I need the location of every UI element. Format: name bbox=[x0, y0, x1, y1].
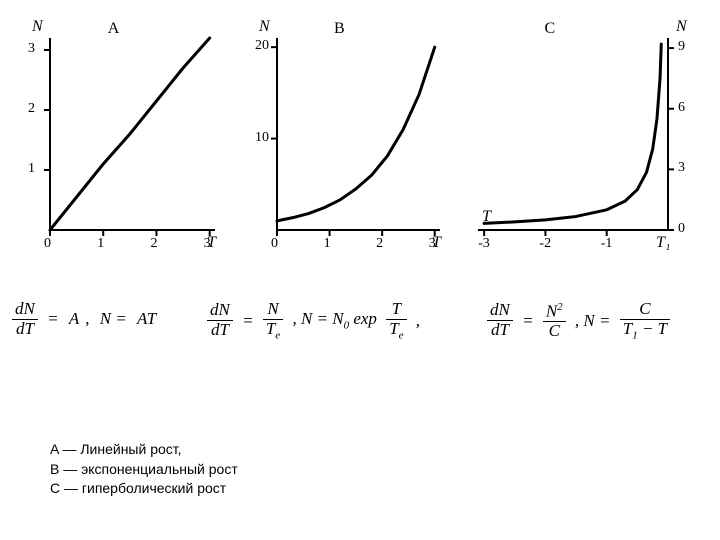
x-tick-label: 1 bbox=[97, 236, 104, 252]
eqB-mid-num: N bbox=[263, 300, 283, 320]
eqB-mid-den: Te bbox=[263, 320, 283, 341]
y-tick-label: 9 bbox=[678, 39, 685, 55]
chart-title: A bbox=[108, 20, 120, 38]
chart-svg bbox=[20, 20, 220, 260]
x-tick-label: 0 bbox=[271, 236, 278, 252]
x-tick-label: -3 bbox=[478, 236, 490, 252]
chart-svg bbox=[470, 20, 700, 260]
eqC-mid-num: N2 bbox=[543, 301, 566, 322]
eqA-rhs2: AT bbox=[137, 309, 156, 329]
eqC-lhs-num: dN bbox=[487, 301, 513, 321]
y-tick-label: 2 bbox=[28, 101, 35, 117]
eqC-mid-den: C bbox=[543, 322, 566, 341]
eqC-sep: , N = bbox=[575, 311, 611, 331]
x-axis-label-top: T bbox=[482, 208, 491, 226]
eqB-lhs-den: dT bbox=[207, 321, 233, 340]
y-axis-label: N bbox=[259, 18, 270, 36]
y-tick-label: 0 bbox=[678, 221, 685, 237]
y-tick-label: 3 bbox=[28, 41, 35, 57]
eqB-lhs-num: dN bbox=[207, 301, 233, 321]
y-tick-label: 10 bbox=[255, 130, 269, 146]
eqB-exp-num: T bbox=[386, 300, 406, 320]
y-axis-label: N bbox=[676, 18, 687, 36]
x-tick-label: 0 bbox=[44, 236, 51, 252]
x-tick-label: -2 bbox=[539, 236, 551, 252]
legend-b: B — экспоненциальный рост bbox=[50, 460, 238, 480]
eqC-rhs-den: T1 − T bbox=[620, 320, 670, 341]
chart-title: C bbox=[545, 20, 556, 38]
eqB-sep: , N = N bbox=[292, 309, 343, 328]
eqC-rhs-num: C bbox=[620, 300, 670, 320]
x-tick-label: -1 bbox=[601, 236, 613, 252]
legend: A — Линейный рост, B — экспоненциальный … bbox=[50, 440, 238, 499]
legend-c: C — гиперболический рост bbox=[50, 479, 238, 499]
equation-c: dNdT = N2C , N = CT1 − T bbox=[485, 300, 672, 341]
charts-row: 0123123ANT 01231020BNT -3-2-10369CNTT₁ bbox=[20, 20, 700, 260]
y-tick-label: 20 bbox=[255, 38, 269, 54]
x-axis-label: T bbox=[207, 234, 216, 252]
eqA-lhs-den: dT bbox=[12, 320, 38, 339]
x-axis-label-bottom: T₁ bbox=[656, 234, 670, 252]
eqA-rhs2pre: N = bbox=[100, 309, 127, 329]
chart-linear: 0123123ANT bbox=[20, 20, 220, 260]
x-tick-label: 2 bbox=[376, 236, 383, 252]
x-tick-label: 2 bbox=[150, 236, 157, 252]
eqA-rhs1: A bbox=[69, 309, 79, 329]
legend-a: A — Линейный рост, bbox=[50, 440, 238, 460]
x-axis-label: T bbox=[432, 234, 441, 252]
y-tick-label: 6 bbox=[678, 100, 685, 116]
eqC-lhs-den: dT bbox=[487, 321, 513, 340]
equations-row: dNdT = A, N = AT dNdT = NTe , N = N0 exp… bbox=[10, 300, 710, 360]
eqB-exp-den: Te bbox=[386, 320, 406, 341]
eqA-lhs-num: dN bbox=[12, 300, 38, 320]
y-tick-label: 1 bbox=[28, 161, 35, 177]
equation-a: dNdT = A, N = AT bbox=[10, 300, 159, 338]
chart-hyperbolic: -3 -2 -1 0 3 6 9 C N T T₁ bbox=[470, 20, 700, 260]
chart-svg bbox=[245, 20, 445, 260]
chart-exponential: 01231020BNT bbox=[245, 20, 445, 260]
y-axis-label: N bbox=[32, 18, 43, 36]
y-tick-label: 3 bbox=[678, 160, 685, 176]
chart-title: B bbox=[334, 20, 345, 38]
x-tick-label: 1 bbox=[324, 236, 331, 252]
equation-b: dNdT = NTe , N = N0 exp TTe , bbox=[205, 300, 423, 341]
